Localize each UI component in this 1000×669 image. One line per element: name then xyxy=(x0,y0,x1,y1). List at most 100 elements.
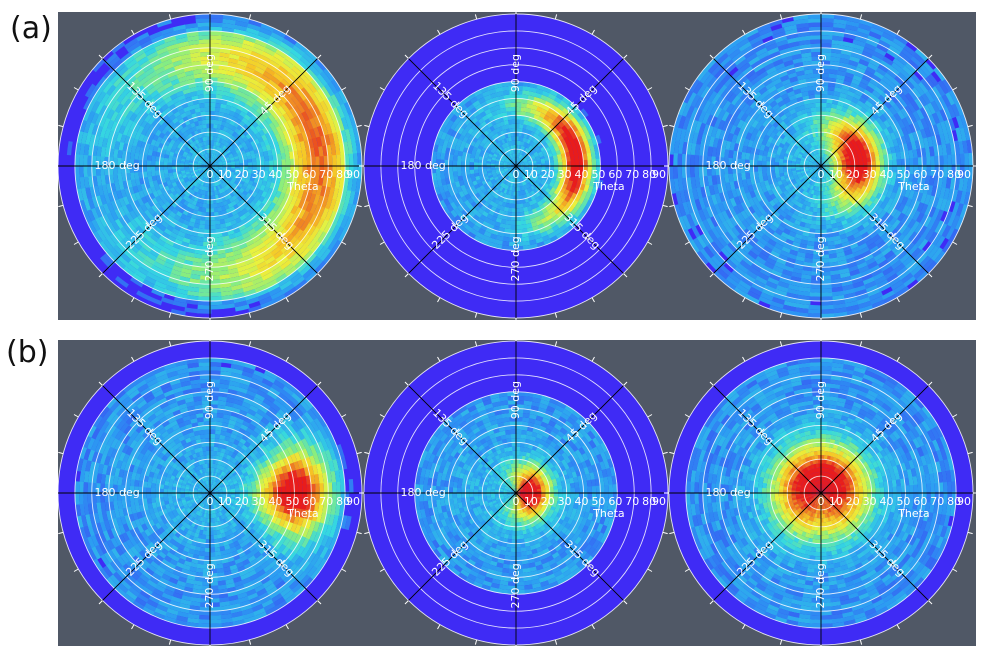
heat-cell xyxy=(217,160,222,164)
heat-cell xyxy=(823,153,826,159)
heat-cell xyxy=(239,272,252,281)
heat-cell xyxy=(283,286,299,298)
radial-spoke xyxy=(408,165,517,274)
heat-cell xyxy=(168,74,179,83)
heat-cell xyxy=(214,219,221,225)
heat-cell xyxy=(813,190,817,196)
heat-cell xyxy=(193,168,198,171)
heat-cell xyxy=(90,207,100,221)
heat-cell xyxy=(840,180,846,185)
heat-cell xyxy=(194,158,199,162)
heat-cell xyxy=(228,153,233,158)
angle-tick xyxy=(248,14,252,20)
heat-cell xyxy=(816,158,819,163)
heat-cell xyxy=(284,232,295,244)
heat-cell xyxy=(267,136,274,145)
heat-cell xyxy=(87,166,93,178)
heat-cell xyxy=(503,161,509,164)
heat-cell xyxy=(858,168,864,174)
heat-cell xyxy=(238,268,251,277)
heat-cell xyxy=(254,284,269,293)
heat-cell xyxy=(178,98,187,106)
heat-cell xyxy=(242,284,257,293)
heat-cell xyxy=(169,273,182,281)
heat-cell xyxy=(495,239,504,246)
heat-cell xyxy=(258,54,272,64)
heat-cell xyxy=(215,128,220,134)
heat-cell xyxy=(212,169,216,173)
heat-cell xyxy=(178,49,191,57)
heat-cell xyxy=(153,81,164,91)
heat-cell xyxy=(163,228,173,236)
heat-cell xyxy=(220,157,226,161)
heat-cell xyxy=(216,170,221,175)
heat-cell xyxy=(151,170,157,177)
heat-cell xyxy=(178,249,188,256)
heat-cell xyxy=(313,145,320,157)
heat-cell xyxy=(495,217,503,224)
heat-cell xyxy=(261,190,268,198)
heat-cell xyxy=(279,177,285,186)
heat-cell xyxy=(865,152,871,158)
heat-cell xyxy=(331,105,341,120)
heat-cell xyxy=(265,63,278,73)
heat-cell xyxy=(498,140,504,146)
heat-cell xyxy=(171,59,183,68)
heat-cell xyxy=(142,135,149,144)
heat-cell xyxy=(129,210,138,221)
heat-cell xyxy=(824,111,831,117)
heat-cell xyxy=(222,182,227,187)
heat-cell xyxy=(172,64,184,72)
heat-cell xyxy=(271,147,277,156)
heat-cell xyxy=(237,55,249,63)
heat-cell xyxy=(521,94,529,100)
heat-cell xyxy=(810,146,814,152)
heat-cell xyxy=(521,228,529,234)
heat-cell xyxy=(146,187,153,196)
heat-cell xyxy=(843,153,849,158)
heat-cell xyxy=(812,155,817,160)
heat-cell xyxy=(515,94,523,99)
heat-cell xyxy=(209,77,218,82)
heat-cell xyxy=(528,162,533,165)
heat-cell xyxy=(312,89,324,103)
heat-cell xyxy=(528,182,533,187)
heat-cell xyxy=(516,191,519,196)
heat-cell xyxy=(106,183,113,195)
heat-cell xyxy=(448,154,454,162)
heat-cell xyxy=(302,249,315,262)
heat-cell xyxy=(316,244,329,259)
heat-cell xyxy=(511,158,514,163)
heat-cell xyxy=(524,111,531,118)
heat-cell xyxy=(231,102,239,109)
heat-cell xyxy=(310,155,316,166)
heat-cell xyxy=(509,98,516,103)
heat-cell xyxy=(531,158,537,162)
heat-cell xyxy=(197,300,212,306)
heat-cell xyxy=(106,119,115,131)
heat-cell xyxy=(515,81,524,87)
heat-cell xyxy=(207,170,210,175)
heat-cell xyxy=(294,228,305,240)
heat-cell xyxy=(181,172,187,177)
heat-cell xyxy=(180,166,185,169)
heat-cell xyxy=(280,102,290,113)
heat-cell xyxy=(461,227,471,236)
heat-cell xyxy=(196,148,201,154)
heat-cell xyxy=(549,103,558,111)
heat-cell xyxy=(129,243,141,255)
heat-cell xyxy=(176,166,181,170)
heat-cell xyxy=(224,147,230,153)
heat-cell xyxy=(220,171,226,175)
heat-cell xyxy=(182,106,190,113)
heat-cell xyxy=(319,99,329,113)
heat-cell xyxy=(526,139,531,145)
heat-cell xyxy=(201,172,206,177)
heat-cell xyxy=(133,208,142,218)
heat-cell xyxy=(536,169,541,173)
heat-cell xyxy=(488,174,494,179)
heat-cell xyxy=(520,107,527,112)
heat-cell xyxy=(534,153,539,158)
heat-cell xyxy=(275,272,289,284)
heat-cell xyxy=(533,151,538,156)
